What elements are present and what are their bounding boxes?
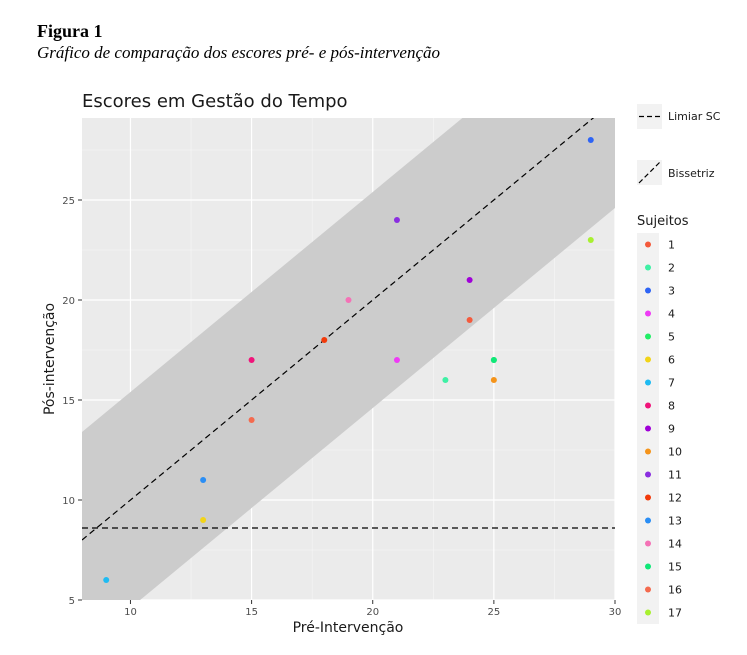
data-point-3 [587,137,594,143]
data-point-10 [490,377,497,383]
legend: Limiar SCBissetrizSujeitos12345678910111… [637,104,721,624]
legend-label-11: 11 [668,469,682,482]
legend-label-3: 3 [668,285,675,298]
data-point-1 [466,317,473,323]
legend-limiar-label: Limiar SC [668,110,721,123]
data-point-13 [200,477,207,483]
legend-key-12 [645,494,651,501]
legend-bissetriz-label: Bissetriz [668,167,715,180]
data-point-6 [200,517,207,523]
x-tick-label: 20 [366,607,379,618]
data-point-15 [490,357,497,363]
y-tick-label: 5 [69,596,75,607]
axes: 10 15 20 25 30 5 10 15 20 25 [62,196,621,618]
x-tick-label: 15 [245,607,258,618]
y-tick-label: 25 [62,196,75,207]
legend-key-2 [645,264,651,271]
x-tick-label: 30 [609,607,622,618]
legend-key-16 [645,586,651,593]
legend-key-11 [645,471,651,478]
data-point-7 [103,577,110,583]
data-point-2 [442,377,449,383]
legend-key-5 [645,333,651,340]
x-axis-label: Pré-Intervenção [293,620,404,636]
figure-header: Figura 1 Gráfico de comparação dos escor… [37,20,440,64]
legend-label-7: 7 [668,377,675,390]
legend-label-6: 6 [668,354,675,367]
data-point-16 [248,417,255,423]
legend-label-9: 9 [668,423,675,436]
legend-label-13: 13 [668,515,682,528]
data-point-9 [466,277,473,283]
legend-bissetriz-line [638,161,661,184]
data-point-11 [393,217,400,223]
legend-key-8 [645,402,651,409]
legend-key-13 [645,517,651,524]
legend-label-12: 12 [668,492,682,505]
figure-caption: Gráfico de comparação dos escores pré- e… [37,43,441,62]
y-tick-label: 10 [62,496,75,507]
legend-key-7 [645,379,651,386]
data-point-8 [248,357,255,363]
legend-label-4: 4 [668,308,675,321]
legend-key-1 [645,241,651,248]
confidence-band [82,118,615,600]
x-tick-label: 25 [487,607,500,618]
legend-key-6 [645,356,651,363]
legend-key-3 [645,287,651,294]
legend-key-17 [645,609,651,616]
chart-title: Escores em Gestão do Tempo [82,91,348,112]
legend-label-15: 15 [668,561,682,574]
legend-key-9 [645,425,651,432]
y-tick-label: 20 [62,296,75,307]
legend-label-16: 16 [668,584,682,597]
data-point-14 [345,297,352,303]
data-point-17 [587,237,594,243]
legend-label-17: 17 [668,607,682,620]
legend-label-14: 14 [668,538,682,551]
legend-label-1: 1 [668,239,675,252]
bissetriz-line [82,118,595,541]
legend-label-5: 5 [668,331,675,344]
legend-label-2: 2 [668,262,675,275]
legend-key-10 [645,448,651,455]
legend-key-15 [645,563,651,570]
legend-label-10: 10 [668,446,682,459]
figure-number: Figura 1 [37,21,103,41]
data-points [103,137,594,583]
data-point-12 [321,337,328,343]
y-tick-label: 15 [62,396,75,407]
x-tick-label: 10 [124,607,137,618]
legend-label-8: 8 [668,400,675,413]
legend-title: Sujeitos [637,214,689,229]
legend-key-14 [645,540,651,547]
data-point-4 [393,357,400,363]
y-axis-label: Pós-intervenção [42,303,58,415]
legend-key-4 [645,310,651,317]
